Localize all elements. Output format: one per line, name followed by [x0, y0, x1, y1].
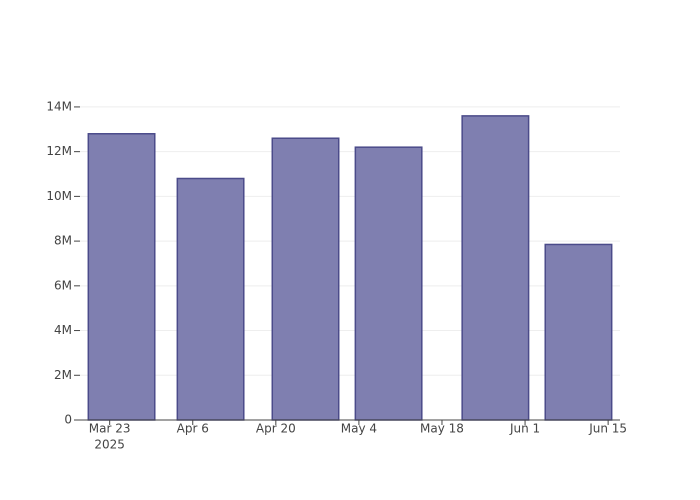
- bar: [461, 115, 530, 421]
- x-tick-label: May 18: [420, 422, 464, 436]
- bar: [271, 137, 340, 421]
- x-tick-label: May 4: [341, 422, 377, 436]
- bar: [544, 243, 613, 421]
- y-tick-label: 0: [64, 413, 72, 427]
- bar: [87, 133, 156, 421]
- y-tick-label: 8M: [54, 234, 72, 248]
- x-year-label: 2025: [94, 438, 125, 452]
- y-tick-label: 14M: [46, 99, 72, 113]
- x-tick-label: Apr 20: [256, 422, 296, 436]
- y-tick-label: 4M: [54, 323, 72, 337]
- y-tick-label: 6M: [54, 278, 72, 292]
- bar: [354, 146, 423, 421]
- y-tick-label: 10M: [46, 189, 72, 203]
- y-tick-label: 2M: [54, 368, 72, 382]
- bar: [176, 177, 245, 421]
- y-tick-label: 12M: [46, 144, 72, 158]
- x-tick-label: Jun 15: [588, 422, 627, 436]
- x-tick-label: Jun 1: [509, 422, 540, 436]
- x-tick-label: Apr 6: [177, 422, 209, 436]
- x-tick-label: Mar 23: [89, 422, 131, 436]
